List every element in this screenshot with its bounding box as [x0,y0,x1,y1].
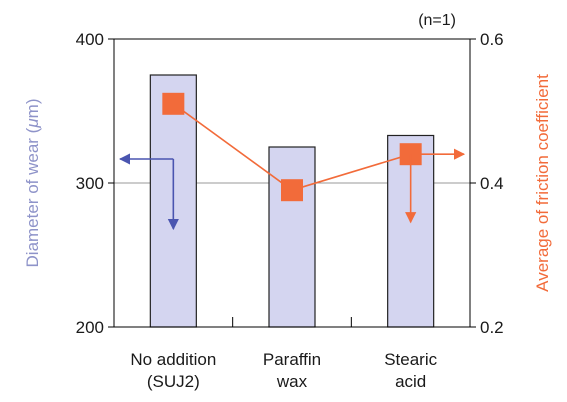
right-axis-title: Average of friction coefficient [533,74,552,292]
friction-marker [162,92,185,115]
left-tick-label: 200 [76,318,104,337]
category-label: acid [395,372,426,391]
right-tick-label: 0.6 [480,30,504,49]
sample-size-note: (n=1) [418,12,456,29]
left-tick-label: 400 [76,30,104,49]
left-axis-title-unit-symbol: μ [23,118,42,129]
category-label: wax [276,372,308,391]
left-tick-label: 300 [76,174,104,193]
axis-indicator-arrows [118,148,466,231]
category-label: (SUJ2) [147,372,200,391]
left-axis-title: Diameter of wear (μm) [23,99,42,268]
right-tick-label: 0.2 [480,318,504,337]
category-label: Stearic [384,350,437,369]
left-axis-title-prefix: Diameter of wear ( [23,127,42,267]
category-label: No addition [130,350,216,369]
bar [268,146,316,328]
x-axis-separators [232,317,352,327]
right-tick-label: 0.4 [480,174,504,193]
friction-marker [281,179,303,202]
left-axis-ticks: 200 300 400 [76,30,114,337]
right-axis-ticks: 0.2 0.4 0.6 [470,30,504,337]
category-labels: No addition (SUJ2) Paraffin wax Stearic acid [130,350,437,391]
left-axis-title-suffix: m) [23,99,42,119]
category-label: Paraffin [263,350,321,369]
